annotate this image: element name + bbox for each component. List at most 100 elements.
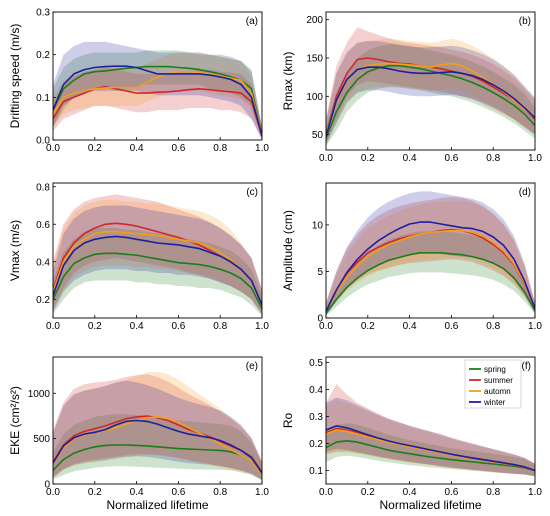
panel-label: (a) [246,16,258,27]
plot-area [326,27,535,147]
autumn-band [53,371,262,481]
x-tick-label: 0.2 [361,153,375,164]
y-tick-label: 150 [306,54,323,65]
x-tick-label: 0.0 [319,153,333,164]
x-tick-label: 1.0 [255,487,269,498]
winter-band [326,397,535,477]
x-tick-label: 0.2 [361,487,375,498]
y-axis-label: Ro [281,413,295,429]
y-tick-label: 0.2 [309,439,323,450]
y-tick-label: 200 [306,15,323,26]
summer-band [53,67,262,140]
x-tick-label: 1.0 [255,143,269,154]
panel-f: 0.0 0.2 0.4 0.6 0.8 1.0 0.1 0.2 0.3 0.4 0.5 (f) Ro No… [281,356,542,512]
winter-line [53,65,262,136]
plot-area [326,191,535,317]
axes-frame [52,356,263,485]
legend-label-summer: summer [484,376,513,385]
x-tick-label: 0.8 [486,487,500,498]
plot-area [53,41,262,140]
autumn-band [53,199,262,315]
legend-box [464,359,522,409]
spring-line [326,252,535,314]
plot-area [53,194,262,317]
spring-line [53,252,262,309]
winter-line [326,66,535,137]
panel-label: (e) [246,361,258,372]
y-tick-label: 500 [33,434,50,445]
x-tick-label: 1.0 [528,487,542,498]
x-tick-label: 0.4 [403,487,417,498]
y-tick-label: 0.4 [309,385,323,396]
x-tick-label: 0.8 [213,321,227,332]
spring-line [326,440,535,472]
spring-band [326,44,535,147]
spring-band [53,50,262,140]
y-tick-label: 5 [317,267,323,278]
y-tick-label: 0.8 [36,182,50,193]
panel-label: (b) [519,16,531,27]
panel-label: (d) [519,187,531,198]
x-tick-label: 1.0 [528,153,542,164]
x-tick-label: 0.4 [130,321,144,332]
x-tick-label: 0.2 [88,487,102,498]
x-axis-label: Normalized lifetime [379,498,481,512]
y-tick-label: 0.6 [36,220,50,231]
autumn-line [53,70,262,136]
spring-line [53,444,262,474]
autumn-band [326,38,535,144]
x-tick-label: 0.6 [444,153,458,164]
panel-label: (f) [522,361,531,372]
x-tick-label: 0.6 [444,487,458,498]
x-tick-label: 0.8 [213,143,227,154]
winter-line [53,419,262,474]
y-tick-label: 0.5 [309,358,323,369]
y-tick-label: 0.3 [309,412,323,423]
spring-band [326,231,535,317]
plot-area [53,371,262,481]
winter-line [326,221,535,312]
summer-line [53,415,262,473]
winter-line [326,425,535,472]
axes-frame [325,182,536,319]
summer-band [53,374,262,480]
x-tick-label: 0.6 [171,487,185,498]
y-tick-label: 0.0 [36,136,50,147]
y-axis-label: Vmax (m/s) [8,220,22,281]
autumn-band [326,200,535,316]
y-tick-label: 0.3 [36,8,50,19]
y-axis-label: EKE (cm²/s²) [8,386,22,455]
x-tick-label: 0.6 [171,143,185,154]
x-tick-label: 0.2 [88,143,102,154]
autumn-band [326,400,535,477]
x-tick-label: 0.4 [130,487,144,498]
x-tick-label: 0.8 [213,487,227,498]
y-tick-label: 0 [44,480,50,491]
y-axis-label: Drifting speed (m/s) [8,24,22,129]
winter-band [53,380,262,480]
summer-line [53,85,262,136]
x-tick-label: 0.0 [319,321,333,332]
x-axis-label: Normalized lifetime [106,498,208,512]
autumn-line [53,230,262,306]
legend-label-autumn: automn [484,387,511,396]
panel-d: 0.0 0.2 0.4 0.6 0.8 1.0 0 5 10 (d) Amplitude (cm) [281,182,542,332]
x-tick-label: 0.4 [403,321,417,332]
panel-e: 0.0 0.2 0.4 0.6 0.8 1.0 0 500 1000 (e) EKE (cm²/s²… [8,356,269,512]
y-tick-label: 1000 [28,389,51,400]
axes-frame [325,356,536,485]
panel-c: 0.0 0.2 0.4 0.6 0.8 1.0 0.2 0.4 0.6 0.8 (c) Vmax (m… [8,182,269,332]
x-tick-label: 0.4 [403,153,417,164]
y-tick-label: 0.1 [309,466,323,477]
x-tick-label: 1.0 [255,321,269,332]
x-tick-label: 0.6 [444,321,458,332]
y-tick-label: 100 [306,92,323,103]
x-tick-label: 0.0 [46,143,60,154]
winter-band [326,191,535,316]
spring-line [53,65,262,136]
axes-frame [325,11,536,151]
winter-band [53,205,262,315]
y-tick-label: 0.1 [36,93,50,104]
x-tick-label: 0.2 [361,321,375,332]
